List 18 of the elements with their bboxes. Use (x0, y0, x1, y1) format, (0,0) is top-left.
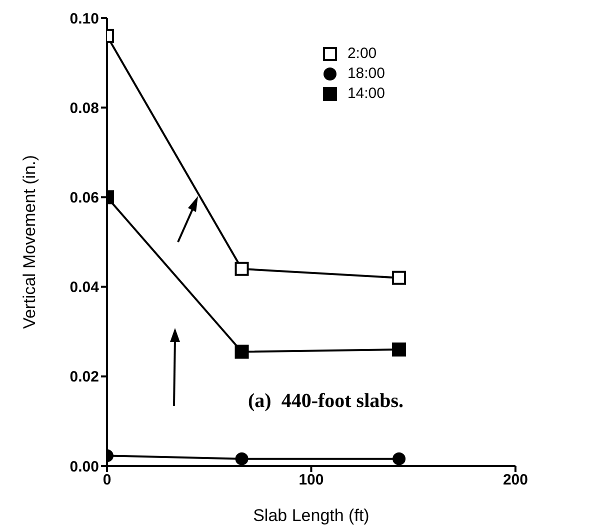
x-axis-title: Slab Length (ft) (253, 506, 370, 525)
y-tick-label: 0.04 (70, 279, 100, 296)
x-tick-label: 100 (298, 472, 324, 489)
y-tick-label: 0.06 (70, 190, 99, 207)
y-tick-label: 0.02 (70, 368, 99, 386)
point (392, 270, 406, 285)
x-tick-label: 200 (502, 472, 528, 489)
y-axis-title: Vertical Movement (in.) (20, 155, 40, 329)
x-tick-label: 0 (102, 472, 112, 489)
annotation: (a) 440-foot slabs. (248, 390, 404, 413)
y-tick-label: 0.08 (70, 100, 99, 117)
legend-label: 2:00 (347, 44, 377, 64)
legend-label: 18:00 (347, 64, 385, 84)
point (392, 342, 406, 357)
legend-label: 14:00 (347, 84, 385, 104)
y-tick-label: 0.10 (70, 10, 99, 28)
point (392, 452, 406, 466)
y-tick-label: 0.00 (70, 458, 99, 476)
